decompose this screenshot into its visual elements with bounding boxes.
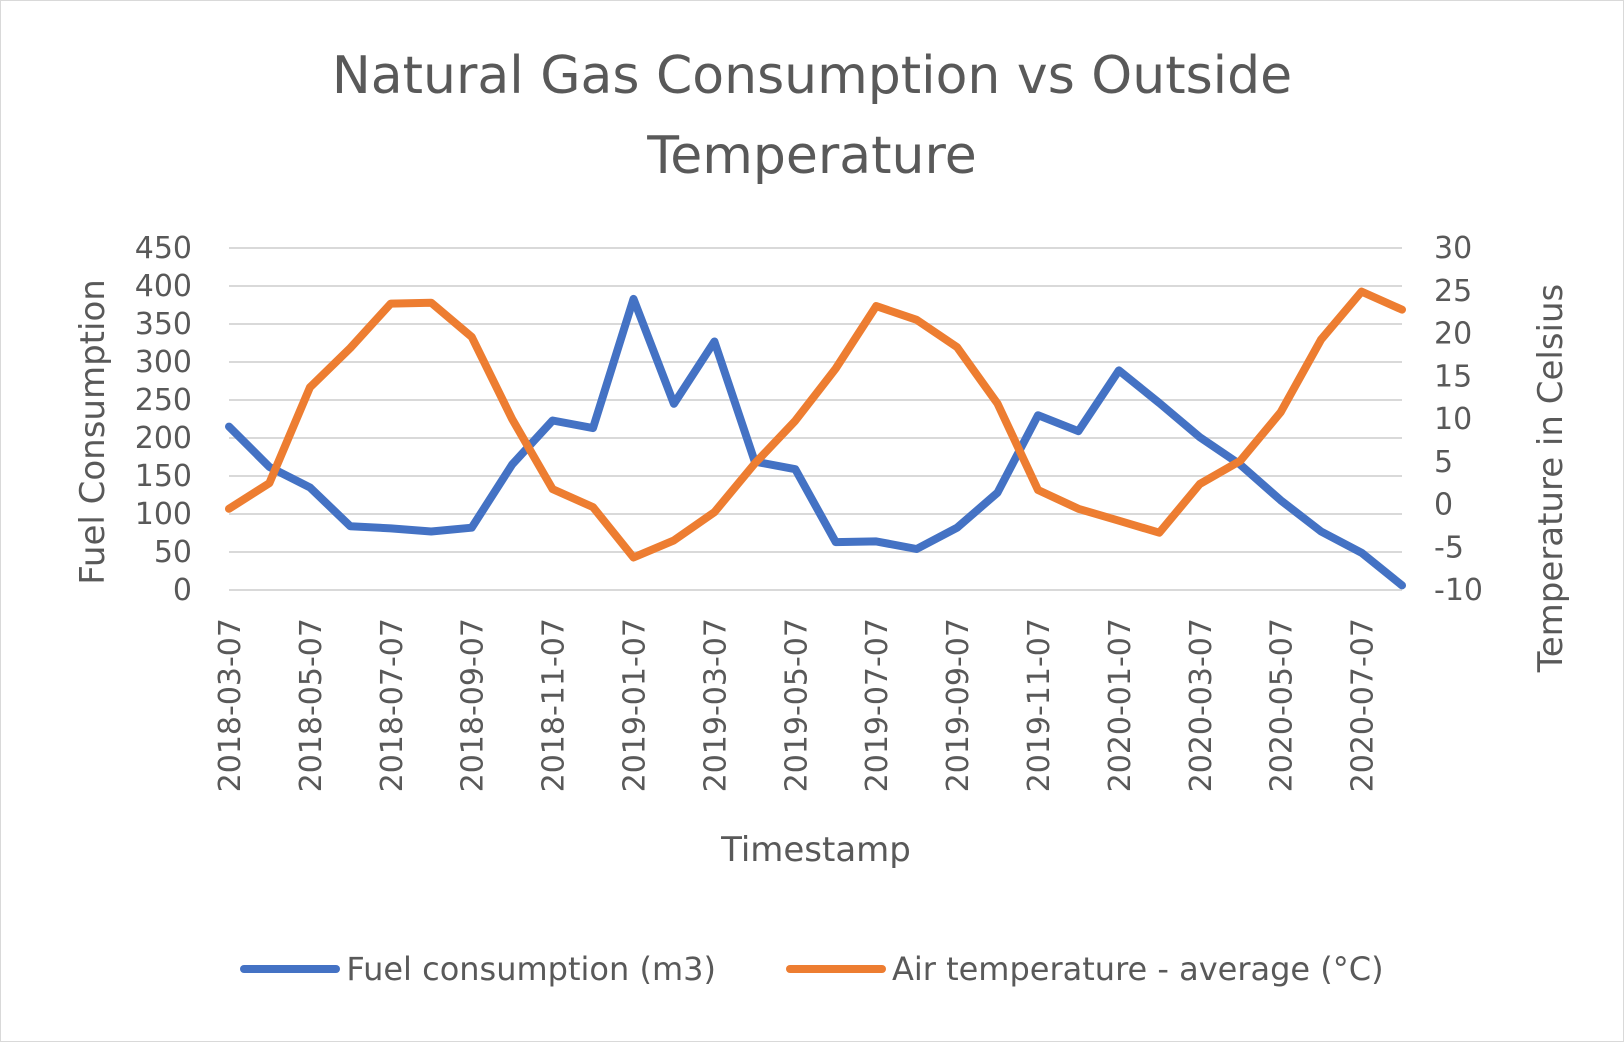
legend: Fuel consumption (m3) Air temperature - … [0,950,1624,988]
series-line-fuel [225,294,1406,590]
secondary-y-tick-label: 30 [1434,231,1472,266]
secondary-y-axis-ticks: -10 -5 0 5 10 15 20 25 30 [1434,231,1483,608]
series-line-temperature [225,287,1406,562]
legend-swatch-fuel [240,965,341,973]
secondary-y-tick-label: 25 [1434,274,1472,309]
secondary-y-tick-label: 10 [1434,402,1472,437]
y-tick-label: 150 [135,459,192,494]
x-tick-label: 2020-07-07 [1346,618,1381,792]
x-tick-label: 2018-07-07 [375,618,410,792]
chart-title-line-2: Temperature [647,126,977,186]
x-tick-label: 2020-01-07 [1103,618,1138,792]
y-tick-label: 100 [135,497,192,532]
secondary-y-tick-label: 5 [1434,445,1453,480]
legend-label-temperature: Air temperature - average (°C) [891,950,1384,988]
x-tick-label: 2018-09-07 [456,618,491,792]
secondary-y-tick-label: 20 [1434,317,1472,352]
x-axis-title: Timestamp [721,830,911,870]
y-tick-label: 450 [135,231,192,266]
legend-item-fuel: Fuel consumption (m3) [240,950,716,988]
secondary-y-tick-label: -5 [1434,530,1464,565]
y-tick-label: 200 [135,421,192,456]
x-tick-label: 2019-11-07 [1022,618,1057,792]
legend-swatch-temperature [785,965,886,973]
y-tick-label: 50 [154,535,192,570]
series-lines [225,287,1406,590]
x-tick-label: 2018-05-07 [294,618,329,792]
x-tick-label: 2018-03-07 [213,618,248,792]
secondary-y-tick-label: 15 [1434,359,1472,394]
x-axis-ticks: 2018-03-07 2018-05-07 2018-07-07 2018-09-07… [213,618,1381,792]
x-tick-label: 2020-03-07 [1184,618,1219,792]
y-tick-label: 0 [173,573,192,608]
chart-title-line-1: Natural Gas Consumption vs Outside [331,46,1293,106]
x-tick-label: 2019-01-07 [617,618,652,792]
legend-label-fuel: Fuel consumption (m3) [346,950,716,988]
x-tick-label: 2019-09-07 [941,618,976,792]
y-tick-label: 400 [135,269,192,304]
y-tick-label: 350 [135,307,192,342]
secondary-y-tick-label: 0 [1434,488,1453,523]
x-tick-label: 2019-03-07 [698,618,733,792]
x-tick-label: 2019-05-07 [779,618,814,792]
secondary-y-tick-label: -10 [1434,573,1483,608]
y-tick-label: 300 [135,345,192,380]
legend-item-temperature: Air temperature - average (°C) [785,950,1384,988]
x-tick-label: 2018-11-07 [537,618,572,792]
y-tick-label: 250 [135,383,192,418]
x-tick-label: 2019-07-07 [860,618,895,792]
x-tick-label: 2020-05-07 [1265,618,1300,792]
